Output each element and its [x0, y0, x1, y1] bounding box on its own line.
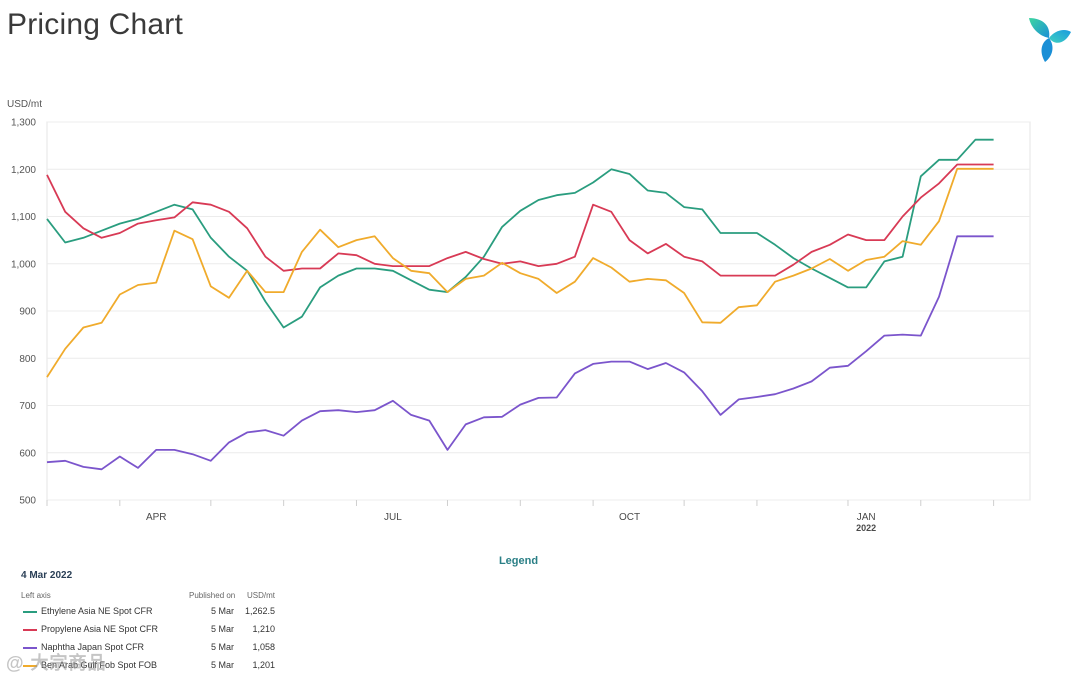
y-tick-label: 600	[19, 448, 36, 459]
legend-published-date: 5 Mar	[211, 660, 235, 670]
y-tick-label: 1,300	[11, 118, 36, 129]
legend-series-value: 1,210	[252, 624, 275, 634]
legend-swatch	[23, 611, 37, 613]
legend-published-date: 5 Mar	[211, 642, 235, 652]
chart-grid	[46, 121, 1031, 501]
legend-swatch	[23, 665, 37, 667]
legend-series-value: 1,058	[252, 642, 275, 652]
y-axis: 1,300 1,200 1,100 1,000 900 800 700 600 500	[11, 118, 36, 507]
legend-row-naphtha[interactable]: Naphtha Japan Spot CFR 5 Mar 1,058	[21, 639, 281, 657]
y-tick-label: 1,200	[11, 165, 36, 176]
legend-heading: Legend	[498, 555, 539, 567]
legend-date: 4 Mar 2022	[21, 570, 73, 581]
legend-row-ethylene[interactable]: Ethylene Asia NE Spot CFR 5 Mar 1,262.5	[21, 603, 281, 621]
x-tick-label: JAN	[857, 512, 876, 523]
legend-published-date: 5 Mar	[211, 624, 235, 634]
y-tick-label: 700	[19, 401, 36, 412]
x-tick-label: APR	[146, 512, 167, 523]
legend-unit-header: USD/mt	[247, 591, 275, 600]
x-tick-label: OCT	[619, 512, 640, 523]
legend-series-name: Naphtha Japan Spot CFR	[41, 642, 145, 652]
y-tick-label: 1,000	[11, 259, 36, 270]
legend-row-propylene[interactable]: Propylene Asia NE Spot CFR 5 Mar 1,210	[21, 621, 281, 639]
legend-table-header: Left axis Published on USD/mt	[21, 591, 281, 603]
series-line-0	[46, 138, 994, 329]
y-axis-unit-label: USD/mt	[7, 99, 42, 110]
legend-swatch	[23, 647, 37, 649]
x-year-label: 2022	[856, 523, 876, 533]
y-tick-label: 1,100	[11, 212, 36, 223]
legend-row-benzene[interactable]: Ben Arab Gulf Fob Spot FOB 5 Mar 1,201	[21, 657, 281, 675]
series-line-3	[46, 167, 994, 378]
legend-series-value: 1,201	[252, 660, 275, 670]
legend-series-name: Ben Arab Gulf Fob Spot FOB	[41, 660, 158, 670]
legend-swatch	[23, 629, 37, 631]
legend-series-value: 1,262.5	[244, 606, 275, 616]
series-line-1	[46, 163, 994, 277]
legend-axis-label: Left axis	[21, 591, 51, 600]
chart-series	[46, 138, 994, 471]
y-tick-label: 800	[19, 354, 36, 365]
legend-published-date: 5 Mar	[211, 606, 235, 616]
brand-logo-icon	[1029, 18, 1071, 62]
pricing-line-chart: USD/mt 1,300 1,200 1,100 1,000 900 800 700 600 5…	[7, 99, 1031, 533]
legend-series-name: Ethylene Asia NE Spot CFR	[41, 606, 153, 616]
page-title: Pricing Chart	[7, 8, 183, 41]
legend-series-name: Propylene Asia NE Spot CFR	[41, 624, 159, 634]
legend-table: Left axis Published on USD/mt Ethylene A…	[21, 591, 281, 675]
legend-published-header: Published on	[189, 591, 236, 600]
y-tick-label: 500	[19, 496, 36, 507]
x-tick-label: JUL	[384, 512, 402, 523]
y-tick-label: 900	[19, 307, 36, 318]
series-line-2	[46, 235, 994, 471]
watermark: @ 大宗商品	[6, 653, 107, 673]
